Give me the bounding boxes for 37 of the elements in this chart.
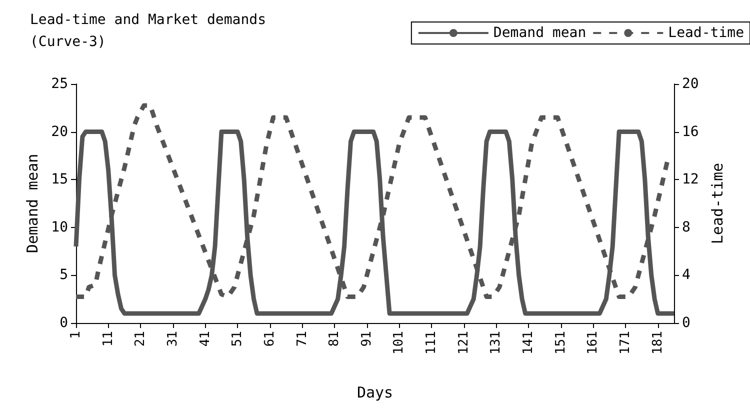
x-tick-label: 91 [359, 331, 374, 347]
x-tick-label: 31 [165, 331, 180, 347]
x-tick-label: 41 [198, 331, 213, 347]
y2-tick-label: 12 [682, 172, 699, 188]
x-tick-label: 161 [586, 331, 601, 354]
legend-label: Demand mean [493, 25, 586, 41]
y-tick-label: 20 [51, 124, 68, 140]
x-tick-label: 51 [230, 331, 246, 347]
x-tick-label: 101 [392, 331, 407, 354]
x-tick-label: 21 [133, 331, 148, 347]
y2-tick-label: 20 [682, 76, 699, 92]
x-tick-label: 141 [521, 331, 536, 354]
y2-tick-label: 8 [682, 219, 690, 236]
y-tick-label: 10 [51, 219, 68, 236]
x-tick-label: 71 [294, 331, 310, 347]
x-tick-label: 131 [488, 331, 504, 354]
y2-tick-label: 0 [682, 315, 690, 331]
legend-label: Lead-time [668, 25, 744, 41]
x-tick-label: 171 [618, 331, 634, 354]
x-tick-label: 151 [553, 331, 568, 354]
x-tick-label: 1 [68, 331, 84, 339]
y2-axis-title: Lead-time [708, 162, 726, 244]
y-tick-label: 0 [60, 315, 68, 331]
x-tick-label: 181 [650, 331, 666, 354]
y-tick-label: 25 [51, 76, 68, 92]
y-tick-label: 5 [60, 267, 68, 284]
x-tick-label: 121 [456, 331, 472, 354]
x-tick-label: 81 [327, 331, 342, 347]
chart-title: Lead-time and Market demands (Curve-3) [30, 12, 266, 50]
x-tick-label: 61 [262, 331, 278, 347]
x-tick-label: 11 [100, 331, 116, 347]
y2-tick-label: 4 [682, 267, 690, 284]
y-axis-title: Demand mean [24, 154, 42, 254]
y2-tick-label: 16 [682, 124, 699, 140]
x-axis-title: Days [356, 384, 394, 402]
y-tick-label: 15 [51, 172, 68, 188]
x-tick-label: 111 [424, 331, 440, 354]
